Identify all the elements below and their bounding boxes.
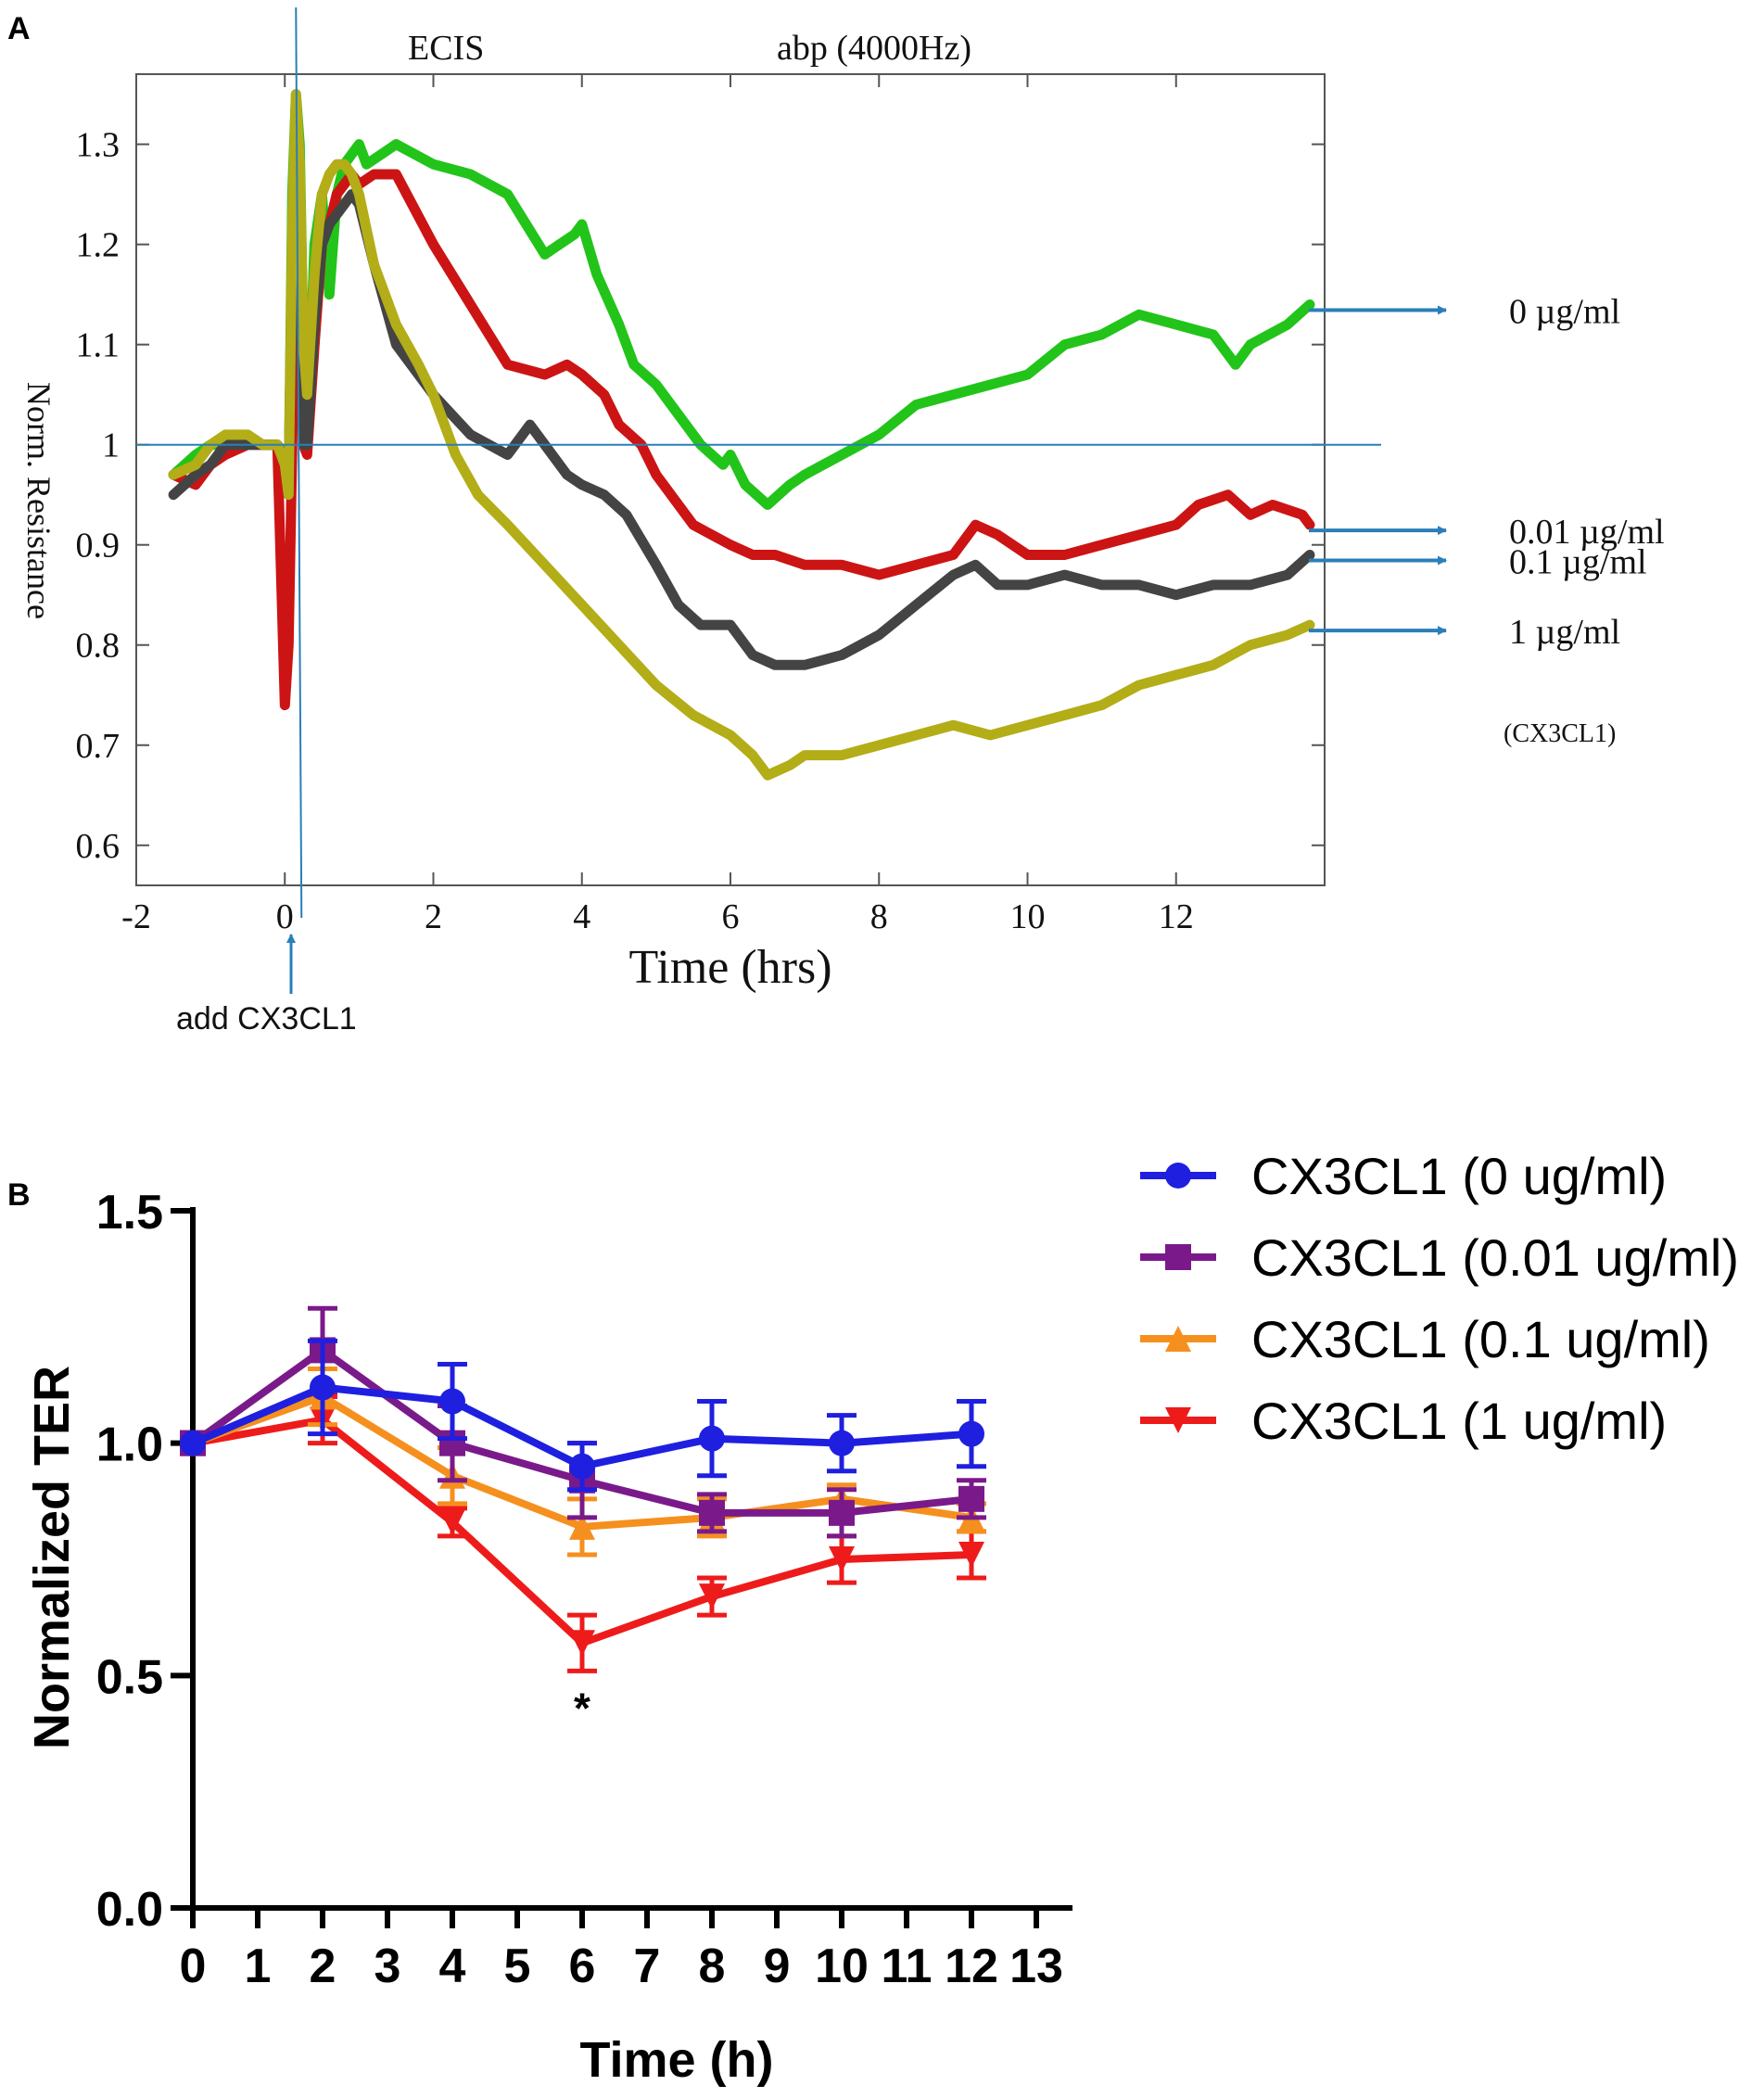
panel-a-legend-label: 0 µg/ml: [1509, 292, 1620, 331]
panel-b-y-axis: 0.0 0.5 1.0 1.5: [96, 1186, 193, 1937]
panel-b-data-point: [958, 1485, 984, 1512]
panel-a-y-tick-label: 0.8: [76, 627, 121, 666]
panel-a-x-tick-label: 2: [425, 897, 442, 936]
panel-a-title-abp: abp (4000Hz): [777, 29, 971, 68]
panel-b-legend-label: CX3CL1 (1 ug/ml): [1251, 1392, 1667, 1450]
panel-b-legend-marker: [1165, 1244, 1191, 1270]
panel-b-data-point: [699, 1499, 725, 1526]
panel-a-plot-frame: [135, 73, 1326, 886]
panel-b-x-tick-label: 2: [310, 1939, 336, 1993]
panel-b-x-tick-label: 0: [180, 1939, 207, 1993]
panel-a-x-axis: -2 0 2 4 6 8 10 12: [121, 74, 1194, 936]
panel-b-data-point: [569, 1453, 595, 1480]
panel-b-data-point: [829, 1546, 855, 1572]
panel-b-x-tick-label: 6: [569, 1939, 596, 1993]
panel-b-x-tick-label: 12: [945, 1939, 998, 1993]
panel-b-x-tick-label: 5: [504, 1939, 531, 1993]
panel-a-x-tick-label: 0: [276, 897, 294, 936]
panel-b-x-tick-label: 13: [1009, 1939, 1063, 1993]
panel-b-x-tick-label: 10: [815, 1939, 869, 1993]
panel-b-data-point: [699, 1583, 725, 1610]
panel-a-x-tick-label: 8: [870, 897, 888, 936]
panel-a-unit-note: (CX3CL1): [1504, 719, 1616, 748]
panel-a-legend: 0 µg/ml 0.01 µg/ml0.1 µg/ml 1 µg/ml: [1309, 292, 1665, 652]
panel-b-chart: 0.00.51.01.5 0 1 2 3 4 5 6 7 8 9 10 11 12 13 * Time (…: [24, 1147, 1739, 2088]
panel-b-data-point: [310, 1374, 336, 1401]
panel-a-series-line-2: [168, 108, 1315, 670]
panel-label-b: B: [7, 1177, 31, 1213]
panel-a-y-tick-label: 1.3: [76, 126, 121, 165]
panel-a-series-line-3: [168, 89, 1315, 781]
panel-a-x-tick-label: -2: [121, 897, 151, 936]
panel-a-x-axis-label: Time (hrs): [628, 941, 831, 994]
panel-b-y-tick-label: 0.5: [96, 1650, 163, 1704]
panel-a-y-tick-label: 0.9: [76, 527, 121, 566]
panel-b-series-0: [180, 1338, 986, 1493]
panel-a-x-tick-label: 4: [573, 897, 590, 936]
panel-a-legend-label: 0.1 µg/ml: [1509, 543, 1647, 582]
panel-a-add-annotation: add CX3CL1: [176, 1001, 357, 1036]
panel-a-x-tick-label: 10: [1010, 897, 1046, 936]
panel-b-significance-marker: *: [574, 1684, 590, 1732]
panel-a-y-tick-label: 1.1: [76, 326, 121, 365]
panel-b-legend-label: CX3CL1 (0 ug/ml): [1251, 1147, 1667, 1205]
panel-a-chart: 0.60.70.80.911.11.21.3 -2 0 2 4 6 8 10 12 ECIS …: [20, 6, 1665, 1036]
panel-b-legend-label: CX3CL1 (0.1 ug/ml): [1251, 1310, 1710, 1368]
panel-b-x-tick-label: 9: [764, 1939, 791, 1993]
panel-label-a: A: [7, 11, 31, 46]
panel-b-legend-marker: [1165, 1163, 1191, 1189]
panel-a-treatment-line: [295, 6, 303, 919]
panel-a-title-ecis: ECIS: [408, 29, 484, 68]
panel-a-x-tick-label: 6: [722, 897, 740, 936]
panel-a-series-line-0: [168, 89, 1315, 510]
panel-a-series-line-1: [168, 139, 1315, 711]
panel-b-data-point: [439, 1508, 465, 1535]
panel-a-x-tick-label: 12: [1159, 897, 1194, 936]
panel-b-y-axis-label: Normalized TER: [24, 1366, 80, 1749]
panel-b-data-point: [569, 1630, 595, 1657]
panel-b-data-point: [439, 1388, 465, 1415]
panel-b-x-tick-label: 3: [374, 1939, 401, 1993]
panel-b-data-point: [958, 1541, 984, 1568]
panel-a-series-group: [168, 89, 1315, 781]
panel-a-legend-label: 1 µg/ml: [1509, 613, 1620, 652]
panel-b-x-axis: 0 1 2 3 4 5 6 7 8 9 10 11 12 13: [180, 1908, 1063, 1993]
panel-b-x-tick-label: 7: [634, 1939, 661, 1993]
panel-b-data-point: [958, 1420, 984, 1447]
panel-b-data-point: [829, 1430, 855, 1456]
panel-b-data-point: [180, 1430, 206, 1456]
panel-b-legend-marker: [1165, 1326, 1191, 1352]
panel-a-y-tick-label: 1: [102, 426, 120, 465]
panel-b-y-tick-label: 1.0: [96, 1418, 163, 1472]
panel-b-x-tick-label: 11: [882, 1939, 933, 1993]
panel-b-x-tick-label: 4: [439, 1939, 466, 1993]
panel-a-y-tick-label: 1.2: [76, 226, 121, 265]
panel-b-y-tick-label: 0.0: [96, 1883, 163, 1937]
panel-b-x-tick-label: 8: [699, 1939, 726, 1993]
panel-b-data-point: [699, 1425, 725, 1452]
panel-b-series-group: [180, 1305, 986, 1673]
panel-a-y-axis-label: Norm. Resistance: [20, 382, 57, 619]
panel-a-legend-label: 0.01 µg/ml: [1509, 513, 1665, 552]
panel-b-legend-label: CX3CL1 (0.01 ug/ml): [1251, 1228, 1739, 1287]
panel-a-y-tick-label: 0.6: [76, 827, 121, 866]
panel-b-data-point: [569, 1513, 595, 1540]
panel-a-y-axis: 0.6 0.7 0.8 0.9 1 1.1 1.2 1.3: [76, 126, 1325, 866]
panel-b-x-tick-label: 1: [245, 1939, 272, 1993]
panel-a-y-tick-label: 0.7: [76, 727, 121, 766]
panel-b-y-tick-label: 1.5: [96, 1186, 163, 1240]
panel-b-legend-marker: [1165, 1407, 1191, 1433]
panel-b-legend: CX3CL1 (0 ug/ml) CX3CL1 (0.01 ug/ml) CX3CL…: [1140, 1147, 1739, 1450]
panel-b-data-point: [829, 1499, 855, 1526]
panel-b-x-axis-label: Time (h): [579, 2032, 773, 2088]
